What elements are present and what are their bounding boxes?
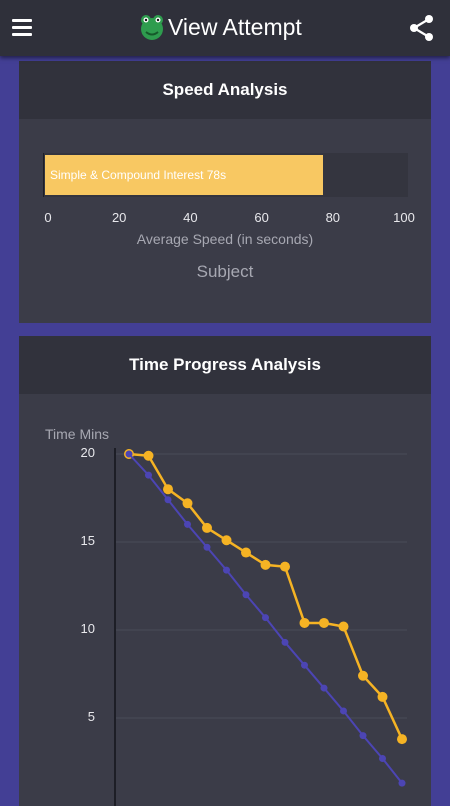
time-series-point-2[interactable] <box>398 779 406 787</box>
speed-x-tick: 0 <box>44 210 52 225</box>
time-series-point-1[interactable] <box>358 670 368 681</box>
time-y-tick: 15 <box>80 533 95 548</box>
time-series-point-1[interactable] <box>377 691 388 702</box>
frog-logo-icon <box>141 15 163 40</box>
time-y-axis-title: Time Mins <box>45 426 110 442</box>
speed-x-tick: 100 <box>393 210 415 225</box>
time-progress-title: Time Progress Analysis <box>19 336 431 394</box>
time-series-point-1[interactable] <box>163 484 173 495</box>
speed-bar-label: Simple & Compound Interest 78s <box>50 168 227 182</box>
time-series-point-1[interactable] <box>397 734 407 745</box>
time-series-point-2[interactable] <box>359 732 367 740</box>
time-series-point-1[interactable] <box>143 450 154 461</box>
time-series-point-2[interactable] <box>242 591 250 599</box>
time-series-point-1[interactable] <box>299 617 310 628</box>
speed-y-axis-title: Subject <box>196 262 254 281</box>
speed-analysis-title: Speed Analysis <box>19 61 431 119</box>
time-series-point-2[interactable] <box>379 754 386 762</box>
time-series-point-1[interactable] <box>241 547 251 558</box>
time-series-point-2[interactable] <box>320 684 328 692</box>
time-series-point-1[interactable] <box>280 561 290 572</box>
time-progress-card: Time Progress Analysis Time Mins 20 15 10 5 <box>19 336 431 806</box>
speed-x-tick: 80 <box>325 210 341 225</box>
speed-x-tick: 20 <box>111 210 127 225</box>
speed-bar-track: Simple & Compound Interest 78s <box>43 153 408 197</box>
speed-bar[interactable]: Simple & Compound Interest 78s <box>45 155 323 195</box>
page-title: View Attempt <box>168 14 302 40</box>
time-series-point-1[interactable] <box>202 522 212 533</box>
time-series-point-2[interactable] <box>281 638 289 646</box>
time-series-point-1[interactable] <box>182 498 193 509</box>
time-y-tick: 10 <box>80 621 95 636</box>
app-bar: View Attempt <box>0 0 450 56</box>
time-series-point-2[interactable] <box>125 450 133 458</box>
time-series-point-2[interactable] <box>145 471 152 479</box>
time-series-point-2[interactable] <box>340 707 347 715</box>
time-series-line-1 <box>128 452 404 740</box>
time-progress-chart <box>114 448 407 806</box>
speed-x-axis-title: Average Speed (in seconds) <box>136 231 314 247</box>
share-icon[interactable] <box>408 14 436 42</box>
time-series-point-2[interactable] <box>184 520 191 528</box>
speed-analysis-card: Speed Analysis Simple & Compound Interes… <box>19 61 431 323</box>
time-series-point-1[interactable] <box>221 535 232 546</box>
speed-x-tick: 40 <box>183 210 198 225</box>
time-series-point-2[interactable] <box>164 496 172 504</box>
time-series-point-2[interactable] <box>301 661 308 669</box>
time-series-point-2[interactable] <box>203 543 211 551</box>
time-series-point-2[interactable] <box>223 566 230 574</box>
time-series-point-2[interactable] <box>262 614 269 622</box>
time-series-point-1[interactable] <box>338 621 349 632</box>
hamburger-menu-icon[interactable] <box>12 18 32 36</box>
time-series-point-1[interactable] <box>260 559 271 570</box>
speed-x-tick: 60 <box>254 210 269 225</box>
time-y-tick: 5 <box>87 709 95 724</box>
time-series-point-1[interactable] <box>319 617 329 628</box>
time-y-tick: 20 <box>80 445 95 460</box>
